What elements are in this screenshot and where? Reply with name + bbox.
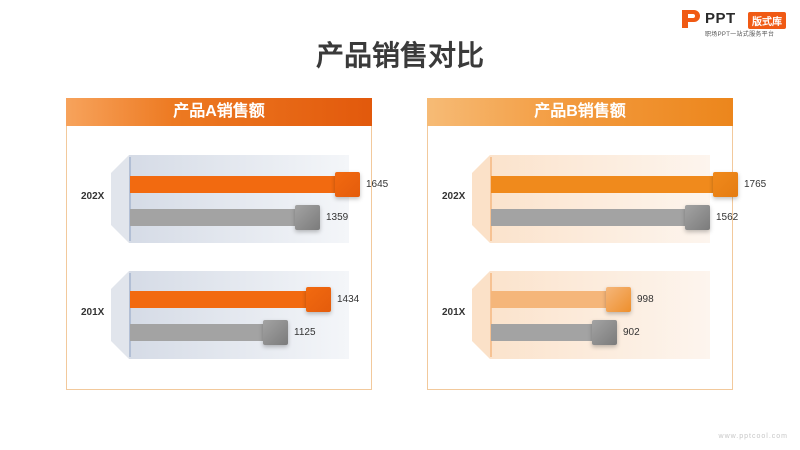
bar-cap <box>606 287 631 312</box>
chart-panel-a: 产品A销售额 202X 1645 1359 <box>66 98 388 390</box>
bar <box>491 172 738 197</box>
data-label: 1645 <box>366 179 389 190</box>
data-label: 1434 <box>337 294 360 305</box>
bar-cap <box>263 320 288 345</box>
category-label: 201X <box>442 307 466 318</box>
chart-panel-b: 产品B销售额 202X 1765 1562 <box>427 98 766 390</box>
category-label: 201X <box>81 307 105 318</box>
logo-mark-icon <box>682 10 700 28</box>
bar <box>130 320 288 345</box>
bar-cap <box>335 172 360 197</box>
bar <box>130 205 320 230</box>
chart-title-b: 产品B销售额 <box>427 98 733 126</box>
bar <box>130 287 331 312</box>
category-background <box>472 155 710 243</box>
bar <box>491 287 631 312</box>
bar <box>491 320 617 345</box>
category-group: 201X 998 902 <box>428 271 734 359</box>
bar <box>130 172 360 197</box>
brand-logo: PPT 版式库 职场PPT一站式服务平台 <box>680 8 795 38</box>
bar-cap <box>685 205 710 230</box>
logo-tagline: 职场PPT一站式服务平台 <box>705 32 775 38</box>
bar-fill <box>491 324 594 341</box>
data-label: 1125 <box>294 327 316 338</box>
category-group: 201X 1434 1125 <box>67 271 373 359</box>
page-title: 产品销售对比 <box>315 40 484 71</box>
bar-fill <box>130 291 308 308</box>
bar <box>491 205 710 230</box>
bar-cap <box>295 205 320 230</box>
category-group: 202X 1765 1562 <box>428 155 766 243</box>
logo-text: PPT <box>705 10 736 27</box>
category-background <box>111 271 349 359</box>
category-background <box>472 271 710 359</box>
bar-fill <box>491 291 608 308</box>
data-label: 998 <box>637 294 654 305</box>
bar-cap <box>306 287 331 312</box>
logo-badge: 版式库 <box>748 12 786 29</box>
bar-fill <box>491 209 687 226</box>
bar-fill <box>130 209 297 226</box>
data-label: 1359 <box>326 212 349 223</box>
chart-title-a: 产品A销售额 <box>66 98 372 126</box>
data-label: 902 <box>623 327 640 338</box>
data-label: 1562 <box>716 212 739 223</box>
bar-cap <box>592 320 617 345</box>
bar-fill <box>130 176 337 193</box>
footer-url: www.pptcool.com <box>718 433 788 440</box>
bar-cap <box>713 172 738 197</box>
category-label: 202X <box>442 191 466 202</box>
bar-fill <box>491 176 715 193</box>
category-label: 202X <box>81 191 105 202</box>
data-label: 1765 <box>744 179 767 190</box>
category-background <box>111 155 349 243</box>
bar-fill <box>130 324 265 341</box>
category-group: 202X 1645 1359 <box>67 155 388 243</box>
